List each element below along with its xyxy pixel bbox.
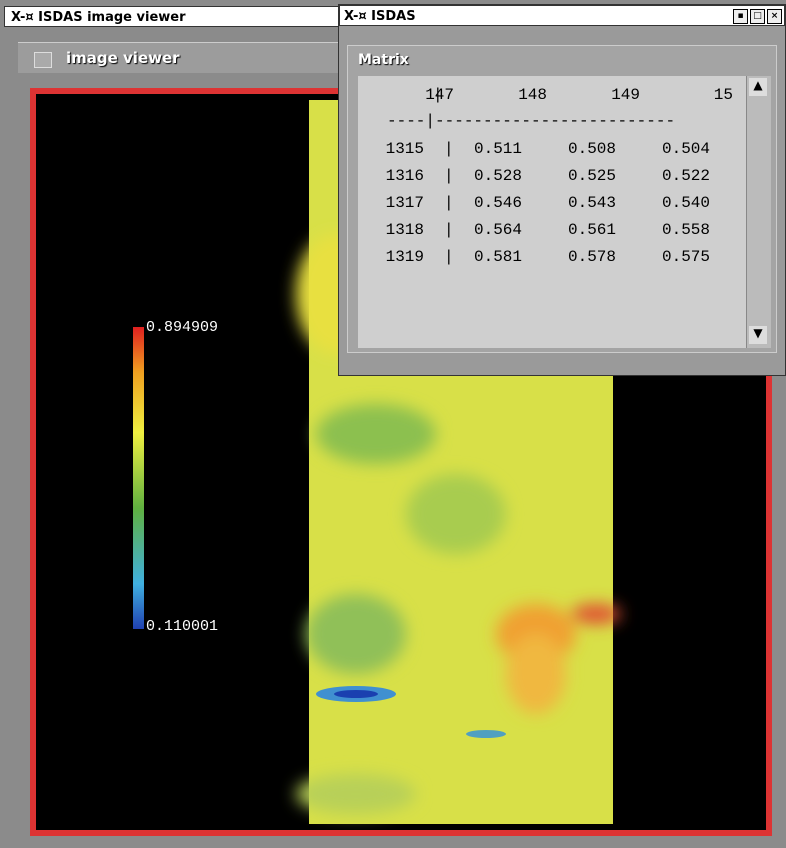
matrix-window: X-¤ ISDAS ▪ □ × Matrix | 147 148 149 15 ----|… bbox=[338, 4, 786, 376]
row-label: 1317 bbox=[386, 194, 424, 212]
cell: 0.558 bbox=[662, 221, 710, 239]
scrollbar[interactable]: ▲ ▼ bbox=[746, 76, 771, 348]
row-divider: | bbox=[444, 140, 454, 158]
row-label: 1316 bbox=[386, 167, 424, 185]
window-title: ISDAS image viewer bbox=[38, 10, 185, 25]
column-header: 149 bbox=[611, 86, 640, 104]
colorbar-max: 0.894909 bbox=[146, 319, 218, 336]
page: {"viewer_window": {"title": "ISDAS image… bbox=[0, 0, 786, 848]
panel-title: Matrix bbox=[358, 52, 409, 68]
title-text: X-¤ ISDAS image viewer bbox=[11, 10, 186, 25]
title-bar: X-¤ ISDAS ▪ □ × bbox=[339, 5, 785, 26]
close-button[interactable]: × bbox=[767, 9, 782, 24]
map-streak bbox=[466, 730, 506, 738]
cell: 0.522 bbox=[662, 167, 710, 185]
scroll-down[interactable]: ▼ bbox=[749, 326, 767, 344]
matrix-panel: Matrix | 147 148 149 15 ----|----------------… bbox=[347, 45, 777, 353]
cell: 0.561 bbox=[568, 221, 616, 239]
checkbox[interactable] bbox=[34, 52, 52, 68]
cell: 0.540 bbox=[662, 194, 710, 212]
cell: 0.508 bbox=[568, 140, 616, 158]
colorbar-min: 0.110001 bbox=[146, 618, 218, 635]
minimize-button[interactable]: ▪ bbox=[733, 9, 748, 24]
cell: 0.528 bbox=[474, 167, 522, 185]
map-streak bbox=[334, 690, 378, 698]
maximize-button[interactable]: □ bbox=[750, 9, 765, 24]
cell: 0.578 bbox=[568, 248, 616, 266]
column-header: 148 bbox=[518, 86, 547, 104]
cell: 0.511 bbox=[474, 140, 522, 158]
matrix-table: | 147 148 149 15 ----|-----------------------… bbox=[358, 76, 746, 348]
row-divider: | bbox=[444, 221, 454, 239]
row-divider: | bbox=[444, 167, 454, 185]
row-divider: | bbox=[444, 248, 454, 266]
separator: ----|------------------------- bbox=[387, 112, 675, 130]
window-title: ISDAS bbox=[371, 9, 415, 24]
row-label: 1315 bbox=[386, 140, 424, 158]
cell: 0.575 bbox=[662, 248, 710, 266]
column-header: 15 bbox=[714, 86, 733, 104]
title-text: X-¤ ISDAS bbox=[344, 9, 416, 24]
scroll-up[interactable]: ▲ bbox=[749, 78, 767, 96]
cell: 0.525 bbox=[568, 167, 616, 185]
screen: X-¤ ISDAS image viewer image viewer bbox=[0, 0, 786, 848]
cell: 0.564 bbox=[474, 221, 522, 239]
cell: 0.546 bbox=[474, 194, 522, 212]
row-label: 1319 bbox=[386, 248, 424, 266]
checkbox-label[interactable]: image viewer bbox=[66, 49, 180, 67]
row-divider: | bbox=[444, 194, 454, 212]
cell: 0.543 bbox=[568, 194, 616, 212]
cell: 0.581 bbox=[474, 248, 522, 266]
column-header: 147 bbox=[425, 86, 454, 104]
row-label: 1318 bbox=[386, 221, 424, 239]
cell: 0.504 bbox=[662, 140, 710, 158]
colorbar bbox=[133, 327, 144, 629]
